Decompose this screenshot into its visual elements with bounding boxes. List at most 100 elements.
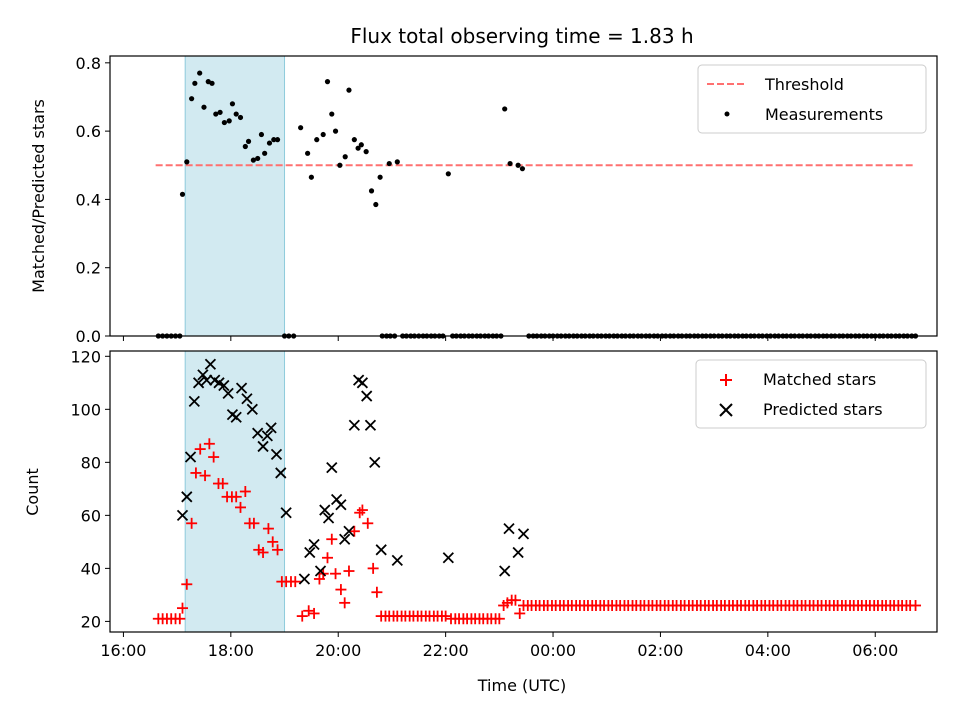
measurement-point (237, 114, 244, 121)
predicted-star-point (375, 544, 387, 556)
legend-matched-swatch (720, 374, 732, 386)
x-tick-label: 20:00 (315, 641, 361, 660)
matched-star-point (289, 576, 301, 588)
y-tick-label: 0.4 (76, 190, 101, 209)
matched-star-point (371, 586, 383, 598)
predicted-star-point (265, 422, 277, 434)
bottom-y-axis: 20 40 60 80 100 120 (70, 347, 110, 631)
matched-star-point (910, 599, 922, 611)
legend-threshold-label: Threshold (764, 75, 844, 94)
predicted-star-point (304, 546, 316, 559)
measurement-point (358, 142, 364, 148)
predicted-star-point (270, 448, 283, 461)
x-tick-label: 06:00 (852, 641, 898, 660)
predicted-star-point (512, 546, 524, 559)
y-tick-label: 0.6 (76, 122, 101, 141)
measurement-point (229, 101, 236, 107)
predicted-star-point (503, 522, 515, 535)
matched-star-point (303, 605, 315, 617)
predicted-star-point (201, 374, 213, 386)
measurement-point (519, 166, 526, 172)
matched-star-point (181, 578, 193, 590)
matched-star-point (343, 565, 355, 577)
matched-star-point (354, 507, 366, 519)
predicted-star-point (339, 533, 351, 545)
predicted-star-point (308, 538, 320, 551)
top-axes-frame (109, 55, 938, 337)
measurement-point (337, 162, 343, 168)
y-tick-label: 0.0 (76, 327, 101, 346)
predicted-star-point (188, 395, 200, 408)
matched-star-point (339, 597, 351, 609)
predicted-star-point (252, 427, 264, 439)
measurement-point (217, 109, 223, 115)
y-tick-label: 80 (81, 453, 101, 472)
bottom-y-axis-label: Count (23, 468, 42, 516)
measurement-point (192, 80, 198, 86)
legend-measurement-swatch (724, 111, 730, 117)
measurement-point (221, 119, 227, 126)
measurement-point (184, 159, 190, 165)
predicted-star-point (261, 430, 273, 442)
matched-star-point (199, 470, 211, 482)
x-tick-label: 00:00 (530, 641, 576, 660)
measurement-point (363, 149, 369, 155)
measurement-point (329, 111, 335, 117)
predicted-star-point (246, 403, 258, 415)
measurement-point (346, 87, 352, 93)
predicted-star-point (280, 507, 292, 519)
predicted-star-point (184, 451, 197, 463)
predicted-star-point (343, 525, 355, 537)
measurement-point (266, 140, 273, 146)
measurement-point (314, 137, 320, 143)
predicted-star-point (235, 382, 248, 394)
measurement-point (308, 174, 314, 180)
predicted-star-point (326, 462, 338, 474)
y-tick-label: 0.8 (76, 54, 101, 73)
measurement-point (242, 143, 248, 150)
chart-title: Flux total observing time = 1.83 h (350, 24, 693, 48)
predicted-star-point (356, 377, 369, 389)
measurement-point (197, 70, 203, 76)
top-legend: Threshold Measurements (697, 64, 927, 134)
measurement-point (507, 160, 513, 167)
top-panel: 0.00.20.40.60.8 Matched/Predicted stars … (29, 54, 938, 346)
top-y-axis: 0.0 0.2 0.4 0.6 0.8 (76, 54, 110, 346)
matched-star-point (262, 523, 274, 535)
matched-star-point (239, 486, 251, 497)
legend-matched-label: Matched stars (763, 370, 876, 389)
matched-star-point (174, 613, 186, 625)
matched-star-point (176, 602, 188, 614)
y-tick-label: 60 (81, 506, 101, 525)
measurement-point (386, 160, 392, 167)
matched-star-point (234, 501, 246, 513)
measurement-point (255, 155, 261, 162)
measurement-point (394, 159, 400, 165)
measurement-point (305, 150, 311, 156)
matched-star-point (362, 517, 374, 529)
predicted-star-point (176, 509, 189, 521)
predicted-star-point (275, 467, 287, 479)
matched-star-point (217, 478, 229, 490)
measurement-point (342, 154, 348, 160)
predicted-star-point (181, 491, 193, 503)
matched-star-point (493, 613, 505, 625)
predicted-star-point (322, 512, 335, 524)
matched-star-point (203, 438, 215, 450)
bottom-legend: Matched stars Predicted stars (695, 359, 927, 429)
x-tick-label: 18:00 (208, 641, 254, 660)
legend-predicted-swatch (719, 403, 733, 417)
matched-star-point (440, 610, 452, 622)
top-legend-box (697, 64, 927, 134)
matched-star-point (356, 504, 368, 516)
predicted-star-point (364, 419, 377, 431)
measurement-point (368, 188, 375, 194)
predicted-star-point (230, 411, 242, 423)
predicted-star-point (241, 393, 253, 405)
measurement-point (355, 145, 361, 151)
measurement-point (209, 80, 215, 86)
highlight-span-rect (184, 55, 286, 337)
predicted-star-point (369, 456, 381, 468)
matched-star-point (194, 443, 206, 455)
legend-predicted-label: Predicted stars (763, 400, 883, 419)
